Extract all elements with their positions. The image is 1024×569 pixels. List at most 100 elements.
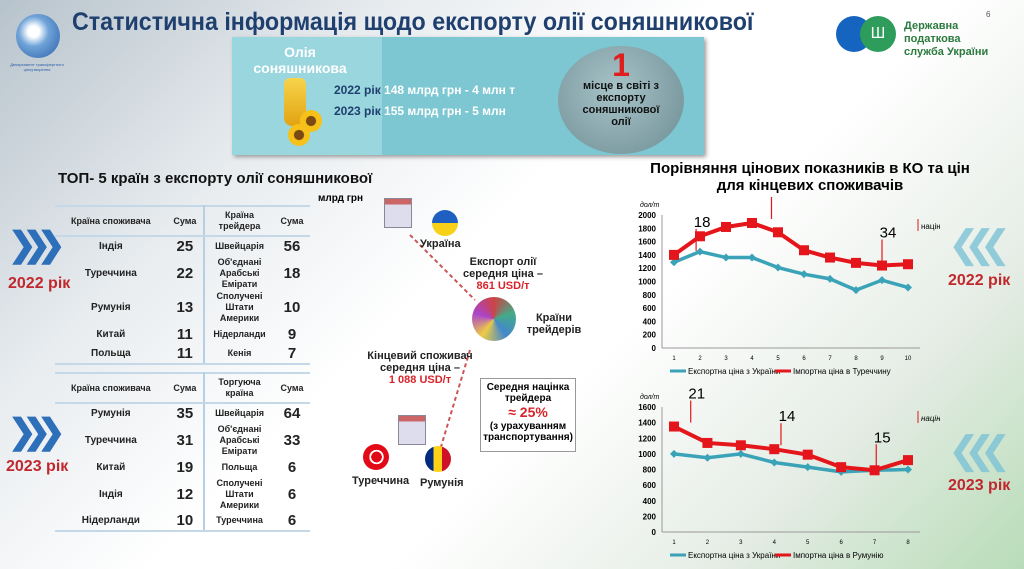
markup-value: 14 (779, 408, 796, 425)
export-label: Експорт олії середня ціна – (463, 256, 543, 280)
y-tick-label: 600 (643, 481, 657, 490)
table-row: Індія 12 Сполучені Штати Америки 6 (55, 477, 310, 511)
amount-cell: 25 (166, 236, 206, 256)
chart-2023: дол/т 0 200 400 600 800 1000 1200 1400 1600 1 2 3 4 5 6… (638, 386, 940, 560)
country-cell: Нідерланди (213, 328, 266, 339)
flow-arrows (409, 234, 476, 451)
traders-label: Країни трейдерів (526, 312, 582, 336)
import-point (773, 227, 783, 238)
markup-box-value: ≈ 25% (508, 404, 548, 420)
export-point (803, 463, 812, 472)
country-cell: Швейцарія (215, 241, 264, 251)
charts-title: Порівняння цінових показників в КО та ці… (650, 160, 970, 194)
oil-bottle-icon (284, 78, 306, 126)
y-tick-label: 800 (643, 466, 657, 475)
value: 155 млрд грн - 5 млн (384, 104, 506, 118)
y-tick-label: 1200 (638, 264, 656, 273)
amount-cell: 10 (283, 298, 301, 316)
markup-box: Середня націнка трейдера ≈ 25% (з урахув… (480, 378, 576, 452)
export-point (722, 253, 730, 262)
export-point (770, 458, 779, 467)
year: 2022 рік (334, 83, 381, 97)
year: 2023 рік (334, 104, 381, 118)
amount-cell: 31 (166, 423, 206, 457)
amount-cell: 6 (287, 458, 297, 476)
chevrons-icon: ❯❯❯ (8, 226, 66, 264)
y-tick-label: 200 (643, 512, 657, 521)
y-tick-label: 1400 (638, 419, 656, 428)
amount-cell: 56 (283, 238, 301, 255)
country-cell: Сполучені Штати Америки (216, 290, 263, 323)
table-row: Китай 19 Польща 6 (55, 457, 310, 477)
series-line-import (673, 424, 909, 473)
legend-label: Імпортна ціна в Туреччину (793, 367, 891, 376)
country-cell: Об'єднані Арабські Емірати (217, 423, 262, 456)
country-cell: Туреччина (84, 267, 137, 279)
trident-icon: Ш (860, 16, 896, 52)
turkey-flag-icon (363, 444, 389, 470)
import-point (877, 260, 887, 271)
export-point (696, 247, 704, 256)
column-header: Торгуюча країна (204, 372, 275, 404)
country-cell: Кенія (204, 344, 275, 365)
export-point (904, 283, 912, 292)
y-tick-label: 0 (652, 528, 657, 537)
banner-row-2022: 2022 рік 148 млрд грн - 4 млн т (334, 83, 515, 97)
top5-title: ТОП- 5 країн з експорту олії соняшниково… (58, 170, 373, 187)
import-point (825, 252, 835, 263)
table-row: Індія 25 Швейцарія 56 (55, 236, 310, 256)
turkey-label: Туреччина (352, 475, 410, 487)
country-cell: Румунія (91, 301, 131, 313)
markup-legend-label: націнка, % (921, 222, 940, 231)
legend-label: Експортна ціна з України (688, 367, 780, 376)
export-point (748, 253, 756, 262)
amount-cell: 22 (166, 256, 206, 290)
y-tick-label: 1200 (638, 434, 656, 443)
department-logo-caption: Департамент трансфертного ціноутворення (10, 62, 64, 72)
y-tick-label: 1800 (638, 224, 656, 233)
rank-text: місце в світі з експорту соняшникової ол… (582, 80, 660, 128)
country-cell: Швейцарія (215, 408, 264, 418)
country-cell: Індія (98, 488, 123, 500)
x-tick-label: 4 (750, 356, 754, 362)
country-cell: Сполучені Штати Америки (216, 477, 263, 510)
markup-value: 21 (688, 386, 705, 403)
rank-number: 1 (612, 47, 630, 83)
chart-year-2022: 2022 рік (948, 272, 1011, 289)
banner-row-2023: 2023 рік 155 млрд грн - 5 млн (334, 104, 506, 118)
x-tick-label: 8 (854, 356, 858, 362)
y-tick-label: 1000 (638, 450, 656, 459)
ukraine-label: Україна (420, 238, 461, 250)
country-cell: Туреччина (84, 434, 137, 446)
table-row: Китай 11 Нідерланди 9 (55, 324, 310, 344)
x-tick-label: 9 (880, 356, 884, 362)
amount-cell: 6 (274, 511, 310, 532)
amount-cell: 11 (166, 344, 206, 365)
ukraine-flag-icon (432, 210, 458, 236)
import-point (721, 221, 731, 232)
chevrons-left-icon: ❮❮❮ (948, 430, 1011, 472)
y-tick-label: 800 (643, 291, 657, 300)
country-cell: Китай (96, 461, 126, 473)
table-row: Польща 11 Кенія 7 (55, 344, 310, 365)
import-point (851, 257, 861, 268)
x-tick-label: 5 (776, 356, 780, 362)
amount-cell: 11 (166, 324, 206, 344)
amount-cell: 12 (166, 477, 206, 511)
x-tick-label: 5 (806, 540, 810, 546)
banner-heading: Олія соняшникова (253, 44, 347, 76)
amount-cell: 6 (287, 485, 297, 503)
markup-box-note: (з урахуванням транспортування) (483, 421, 573, 443)
markup-value: 15 (874, 429, 891, 446)
markup-legend-label: націнка, % (921, 414, 940, 423)
column-header: Сума (274, 205, 310, 237)
import-point (903, 455, 913, 466)
consumer-label: Кінцевий споживач середня ціна – (367, 350, 473, 374)
x-tick-label: 4 (773, 540, 777, 546)
export-point (736, 449, 745, 458)
country-cell: Туреччина (204, 511, 275, 532)
x-tick-label: 7 (828, 356, 832, 362)
export-point (703, 453, 712, 462)
table-row: Румунія 13 Сполучені Штати Америки 10 (55, 290, 310, 324)
markup-box-title: Середня націнка трейдера (486, 382, 570, 404)
